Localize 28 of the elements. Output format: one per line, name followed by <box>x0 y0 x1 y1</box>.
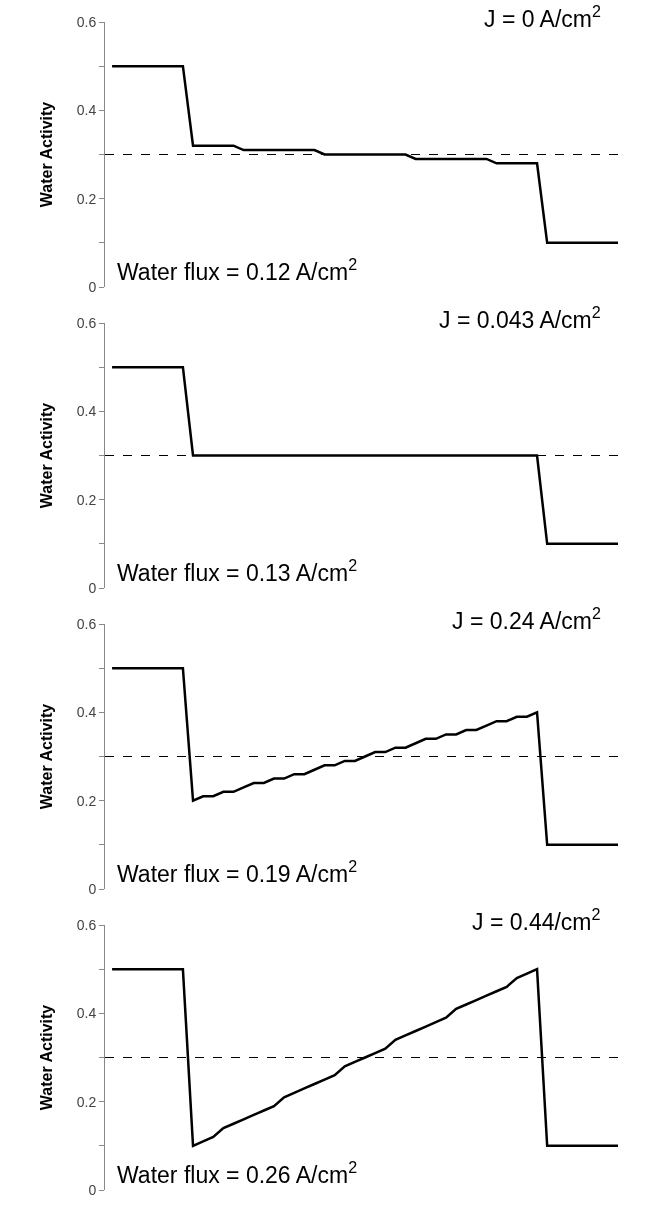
y-tick-label: 0.2 <box>76 491 97 508</box>
y-tick-label: 0.4 <box>76 403 97 420</box>
annotation: Water flux = 0.12 A/cm$^{2}$ <box>117 255 358 285</box>
y-axis-title: Water Activity <box>37 1004 55 1111</box>
y-tick-label: 0.2 <box>76 792 97 809</box>
y-axis-title: Water Activity <box>37 703 55 810</box>
annotation: J = 0.043 A/cm$^{2}$ <box>439 303 601 333</box>
annotation: Water flux = 0.19 A/cm$^{2}$ <box>117 857 358 887</box>
y-tick-label: 0.2 <box>76 1093 97 1110</box>
y-tick-label: 0.4 <box>76 102 97 119</box>
y-axis-title: Water Activity <box>37 402 55 509</box>
y-tick-label: 0.2 <box>76 190 97 207</box>
y-tick-label: 0 <box>88 880 97 897</box>
annotation: J = 0.24 A/cm$^{2}$ <box>452 604 601 634</box>
y-tick-label: 0.6 <box>76 314 97 331</box>
y-axis-title: Water Activity <box>37 101 55 208</box>
y-tick-label: 0 <box>88 278 97 295</box>
y-tick-label: 0.6 <box>76 615 97 632</box>
annotation: Water flux = 0.13 A/cm$^{2}$ <box>117 556 358 586</box>
annotation: J = 0 A/cm$^{2}$ <box>484 2 602 32</box>
annotation: Water flux = 0.26 A/cm$^{2}$ <box>117 1158 358 1188</box>
y-tick-label: 0 <box>88 1181 97 1198</box>
y-tick-label: 0.4 <box>76 704 97 721</box>
y-tick-label: 0.6 <box>76 13 97 30</box>
y-tick-label: 0.4 <box>76 1005 97 1022</box>
y-tick-label: 0.6 <box>76 916 97 933</box>
y-tick-label: 0 <box>88 579 97 596</box>
annotation: J = 0.44/cm$^{2}$ <box>472 905 601 935</box>
